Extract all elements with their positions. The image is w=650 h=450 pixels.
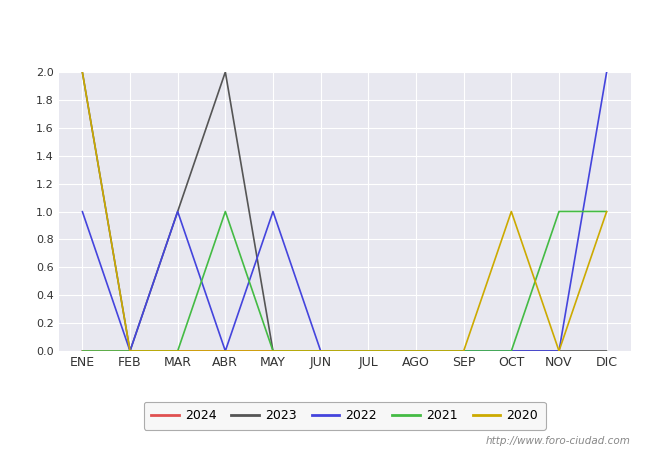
2020 xyxy=(79,69,86,75)
2021 xyxy=(460,348,467,354)
Text: http://www.foro-ciudad.com: http://www.foro-ciudad.com xyxy=(486,436,630,446)
2021 xyxy=(222,209,229,214)
2023 xyxy=(555,348,563,354)
2021 xyxy=(174,348,181,354)
2021 xyxy=(412,348,420,354)
2022 xyxy=(126,348,134,354)
2020 xyxy=(269,348,277,354)
2022 xyxy=(79,209,86,214)
2024 xyxy=(79,348,86,354)
2021 xyxy=(508,348,515,354)
Line: 2023: 2023 xyxy=(83,72,606,351)
2020 xyxy=(222,348,229,354)
2021 xyxy=(79,348,86,354)
2023 xyxy=(174,209,181,214)
2022 xyxy=(555,348,563,354)
2020 xyxy=(603,209,610,214)
2020 xyxy=(174,348,181,354)
2023 xyxy=(412,348,420,354)
2020 xyxy=(555,348,563,354)
2024 xyxy=(269,348,277,354)
2022 xyxy=(365,348,372,354)
2021 xyxy=(269,348,277,354)
2023 xyxy=(365,348,372,354)
2021 xyxy=(126,348,134,354)
2022 xyxy=(412,348,420,354)
2020 xyxy=(317,348,324,354)
2024 xyxy=(222,348,229,354)
2022 xyxy=(460,348,467,354)
2020 xyxy=(508,209,515,214)
2020 xyxy=(460,348,467,354)
Line: 2022: 2022 xyxy=(83,72,606,351)
2022 xyxy=(222,348,229,354)
2023 xyxy=(317,348,324,354)
2020 xyxy=(126,348,134,354)
2020 xyxy=(365,348,372,354)
2021 xyxy=(317,348,324,354)
2023 xyxy=(269,348,277,354)
Legend: 2024, 2023, 2022, 2021, 2020: 2024, 2023, 2022, 2021, 2020 xyxy=(144,402,545,430)
2021 xyxy=(603,209,610,214)
2021 xyxy=(555,209,563,214)
2024 xyxy=(174,348,181,354)
2020 xyxy=(412,348,420,354)
2023 xyxy=(79,69,86,75)
2021 xyxy=(365,348,372,354)
Text: Matriculaciones de Vehiculos en Piñel de Abajo: Matriculaciones de Vehiculos en Piñel de… xyxy=(131,9,519,27)
2022 xyxy=(508,348,515,354)
2022 xyxy=(317,348,324,354)
2024 xyxy=(126,348,134,354)
2022 xyxy=(174,209,181,214)
2023 xyxy=(603,348,610,354)
2023 xyxy=(508,348,515,354)
2022 xyxy=(603,69,610,75)
2023 xyxy=(126,348,134,354)
2023 xyxy=(460,348,467,354)
Line: 2021: 2021 xyxy=(83,212,606,351)
Line: 2020: 2020 xyxy=(83,72,606,351)
2023 xyxy=(222,69,229,75)
2022 xyxy=(269,209,277,214)
